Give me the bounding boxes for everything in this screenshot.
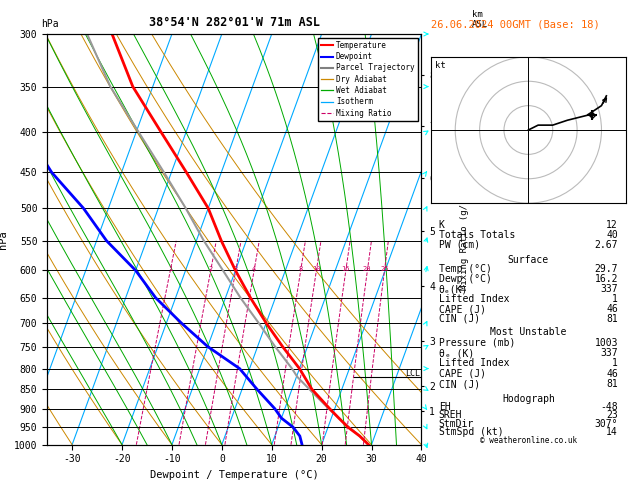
Text: Dewp (°C): Dewp (°C): [438, 274, 491, 284]
Text: km
ASL: km ASL: [472, 10, 488, 29]
Text: 81: 81: [606, 379, 618, 389]
Text: Hodograph: Hodograph: [502, 394, 555, 404]
Text: hPa: hPa: [41, 19, 58, 29]
Text: CIN (J): CIN (J): [438, 379, 480, 389]
Text: kt: kt: [435, 61, 445, 70]
Text: Lifted Index: Lifted Index: [438, 359, 509, 368]
Text: θₑ(K): θₑ(K): [438, 284, 468, 294]
Text: LCL: LCL: [405, 369, 420, 378]
Text: 46: 46: [606, 369, 618, 379]
Text: 29.7: 29.7: [594, 264, 618, 275]
Text: © weatheronline.co.uk: © weatheronline.co.uk: [480, 435, 577, 445]
Text: 8: 8: [298, 266, 303, 272]
Text: Pressure (mb): Pressure (mb): [438, 338, 515, 348]
Text: 2.67: 2.67: [594, 240, 618, 250]
Text: 23: 23: [606, 410, 618, 420]
Text: CIN (J): CIN (J): [438, 314, 480, 324]
Text: Most Unstable: Most Unstable: [490, 328, 567, 337]
Text: -48: -48: [601, 402, 618, 412]
Text: StmSpd (kt): StmSpd (kt): [438, 427, 503, 437]
Text: 1003: 1003: [594, 338, 618, 348]
Text: 10: 10: [312, 266, 320, 272]
Text: 307°: 307°: [594, 418, 618, 429]
Text: 4: 4: [252, 266, 256, 272]
Legend: Temperature, Dewpoint, Parcel Trajectory, Dry Adiabat, Wet Adiabat, Isotherm, Mi: Temperature, Dewpoint, Parcel Trajectory…: [318, 38, 418, 121]
Text: EH: EH: [438, 402, 450, 412]
Text: 1: 1: [168, 266, 172, 272]
Text: PW (cm): PW (cm): [438, 240, 480, 250]
Text: Surface: Surface: [508, 255, 549, 264]
Text: CAPE (J): CAPE (J): [438, 369, 486, 379]
Text: θₑ (K): θₑ (K): [438, 348, 474, 358]
Text: 20: 20: [363, 266, 371, 272]
Text: 12: 12: [606, 220, 618, 230]
Text: 337: 337: [601, 284, 618, 294]
Text: 16.2: 16.2: [594, 274, 618, 284]
X-axis label: Dewpoint / Temperature (°C): Dewpoint / Temperature (°C): [150, 470, 319, 480]
Text: 15: 15: [342, 266, 350, 272]
Text: 1: 1: [612, 294, 618, 304]
Text: K: K: [438, 220, 445, 230]
Text: 3: 3: [233, 266, 238, 272]
Text: 40: 40: [606, 230, 618, 240]
Text: Lifted Index: Lifted Index: [438, 294, 509, 304]
Text: CAPE (J): CAPE (J): [438, 304, 486, 314]
Text: 26.06.2024 00GMT (Base: 18): 26.06.2024 00GMT (Base: 18): [431, 19, 599, 29]
Text: 46: 46: [606, 304, 618, 314]
Text: 14: 14: [606, 427, 618, 437]
Text: Temp (°C): Temp (°C): [438, 264, 491, 275]
Text: SREH: SREH: [438, 410, 462, 420]
Text: 81: 81: [606, 314, 618, 324]
Text: 2: 2: [208, 266, 213, 272]
Text: 1: 1: [612, 359, 618, 368]
Text: Totals Totals: Totals Totals: [438, 230, 515, 240]
Text: 337: 337: [601, 348, 618, 358]
Y-axis label: hPa: hPa: [0, 230, 8, 249]
Text: 38°54'N 282°01'W 71m ASL: 38°54'N 282°01'W 71m ASL: [149, 16, 320, 29]
Text: 25: 25: [380, 266, 389, 272]
Y-axis label: Mixing Ratio (g/kg): Mixing Ratio (g/kg): [460, 188, 469, 291]
Text: StmDir: StmDir: [438, 418, 474, 429]
